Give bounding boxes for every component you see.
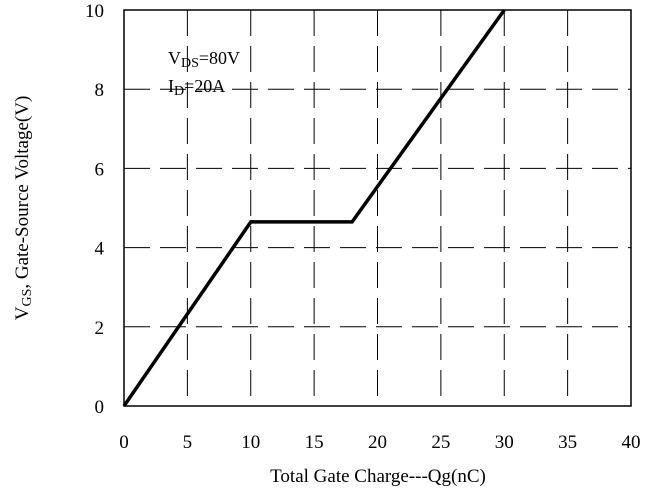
annotation-id: ID=20A — [168, 76, 225, 99]
y-tick-label: 6 — [95, 159, 105, 180]
x-tick-label: 30 — [495, 432, 514, 453]
x-tick-label: 35 — [558, 432, 577, 453]
annotation-id-main: I — [168, 76, 174, 96]
y-tick-labels: 0 2 4 6 8 10 — [85, 1, 105, 418]
x-tick-label: 5 — [183, 432, 193, 453]
annotation-vds-sub: DS — [181, 56, 199, 71]
x-tick-label: 10 — [241, 432, 260, 453]
x-tick-label: 0 — [119, 432, 129, 453]
series-group — [122, 8, 506, 407]
y-axis-title-sub: GS — [20, 289, 35, 307]
y-tick-label: 4 — [95, 239, 105, 260]
y-tick-label: 2 — [95, 318, 105, 339]
x-tick-label: 20 — [368, 432, 387, 453]
x-axis-title: Total Gate Charge---Qg(nC) — [270, 466, 486, 487]
grid-lines — [124, 10, 631, 406]
x-tick-label: 40 — [622, 432, 641, 453]
y-axis-title-rest: , Gate-Source Voltage(V) — [12, 96, 33, 289]
x-tick-labels: 0 5 10 15 20 25 30 35 40 — [119, 432, 640, 453]
y-axis-title: VGS, Gate-Source Voltage(V) — [12, 96, 35, 321]
annotation-vds-main: V — [168, 48, 181, 68]
x-tick-label: 25 — [431, 432, 450, 453]
series-line-gate-charge — [122, 8, 506, 407]
x-tick-label: 15 — [305, 432, 324, 453]
y-tick-label: 10 — [85, 1, 104, 22]
y-tick-label: 8 — [95, 80, 105, 101]
annotation-vds-rest: =80V — [199, 48, 240, 68]
plot-frame — [123, 9, 632, 407]
y-tick-label: 0 — [95, 397, 105, 418]
y-axis-title-main: V — [12, 306, 33, 320]
annotation-vds: VDS=80V — [168, 48, 240, 71]
annotation-id-sub: D — [174, 84, 184, 99]
annotation-id-rest: =20A — [184, 76, 225, 96]
